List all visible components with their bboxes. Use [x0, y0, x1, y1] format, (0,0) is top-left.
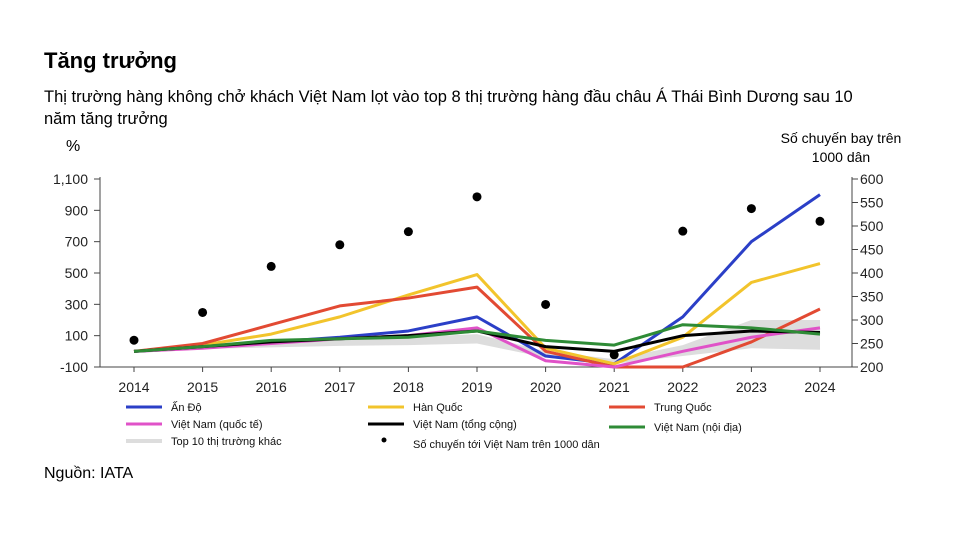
flights-per-1000-point: [129, 335, 139, 345]
legend-label: Ấn Độ: [171, 401, 202, 414]
dots-layer: [129, 192, 825, 360]
right-axis-label-line2: 1000 dân: [812, 149, 870, 165]
legend-label: Việt Nam (quốc tế): [171, 419, 263, 431]
x-tick-label: 2016: [256, 379, 287, 395]
right-tick-label: 600: [860, 171, 884, 187]
legend-swatch-dot: [381, 437, 387, 443]
flights-per-1000-point: [815, 216, 825, 226]
chart-title: Tăng trưởng: [44, 48, 177, 73]
lines-layer: [133, 193, 821, 369]
chart-subtitle: Thị trường hàng không chở khách Việt Nam…: [44, 88, 853, 128]
right-tick-label: 550: [860, 195, 884, 211]
series-line-4: [133, 326, 821, 369]
source-note: Nguồn: IATA: [44, 465, 134, 482]
right-tick-label: 500: [860, 218, 884, 234]
left-tick-label: 700: [65, 234, 89, 250]
x-tick-label: 2020: [530, 379, 561, 395]
legend-label: Trung Quốc: [654, 402, 712, 414]
left-tick-label: 1,100: [53, 171, 88, 187]
right-axis-label-line1: Số chuyến bay trên: [781, 130, 902, 146]
left-tick-label: 300: [65, 296, 89, 312]
x-tick-label: 2021: [599, 379, 630, 395]
legend-label: Số chuyến tới Việt Nam trên 1000 dân: [413, 439, 600, 451]
series-line-6: [133, 323, 821, 353]
flights-per-1000-point: [472, 192, 482, 202]
x-tick-label: 2015: [187, 379, 218, 395]
flights-per-1000-point: [541, 299, 551, 309]
right-tick-label: 300: [860, 312, 884, 328]
flights-per-1000-point: [266, 261, 276, 271]
legend-label: Hàn Quốc: [413, 402, 463, 414]
left-axis-label: %: [66, 138, 80, 155]
axes-layer: -100 100 300 500 700 900 1,100 200 250 300 350 400 4…: [53, 130, 901, 395]
x-tick-label: 2019: [461, 379, 492, 395]
flights-per-1000-point: [198, 307, 208, 317]
legend-label: Việt Nam (tổng cộng): [413, 419, 517, 431]
right-tick-label: 200: [860, 359, 884, 375]
flights-per-1000-point: [678, 226, 688, 236]
flights-per-1000-point: [609, 350, 619, 360]
right-tick-label: 350: [860, 289, 884, 305]
left-tick-label: 500: [65, 265, 89, 281]
right-tick-label: 250: [860, 336, 884, 352]
x-tick-label: 2018: [393, 379, 424, 395]
series-line-2: [133, 262, 821, 366]
x-tick-label: 2022: [667, 379, 698, 395]
legend-label: Việt Nam (nội địa): [654, 422, 742, 434]
left-tick-label: 900: [65, 202, 89, 218]
legend: Ấn Độ Hàn Quốc Trung Quốc Việt Nam (quốc tế…: [126, 401, 742, 451]
series-line-3: [133, 285, 821, 369]
right-tick-label: 450: [860, 242, 884, 258]
flights-per-1000-point: [746, 204, 756, 214]
left-tick-label: 100: [65, 328, 89, 344]
band-layer: [134, 320, 820, 364]
x-tick-label: 2017: [324, 379, 355, 395]
flights-per-1000-point: [335, 240, 345, 250]
x-tick-label: 2024: [804, 379, 835, 395]
right-tick-label: 400: [860, 265, 884, 281]
x-tick-label: 2014: [118, 379, 149, 395]
legend-label: Top 10 thị trường khác: [171, 436, 282, 448]
x-tick-label: 2023: [736, 379, 767, 395]
band-top10-other: [134, 320, 820, 364]
left-tick-label: -100: [60, 359, 88, 375]
flights-per-1000-point: [403, 227, 413, 237]
